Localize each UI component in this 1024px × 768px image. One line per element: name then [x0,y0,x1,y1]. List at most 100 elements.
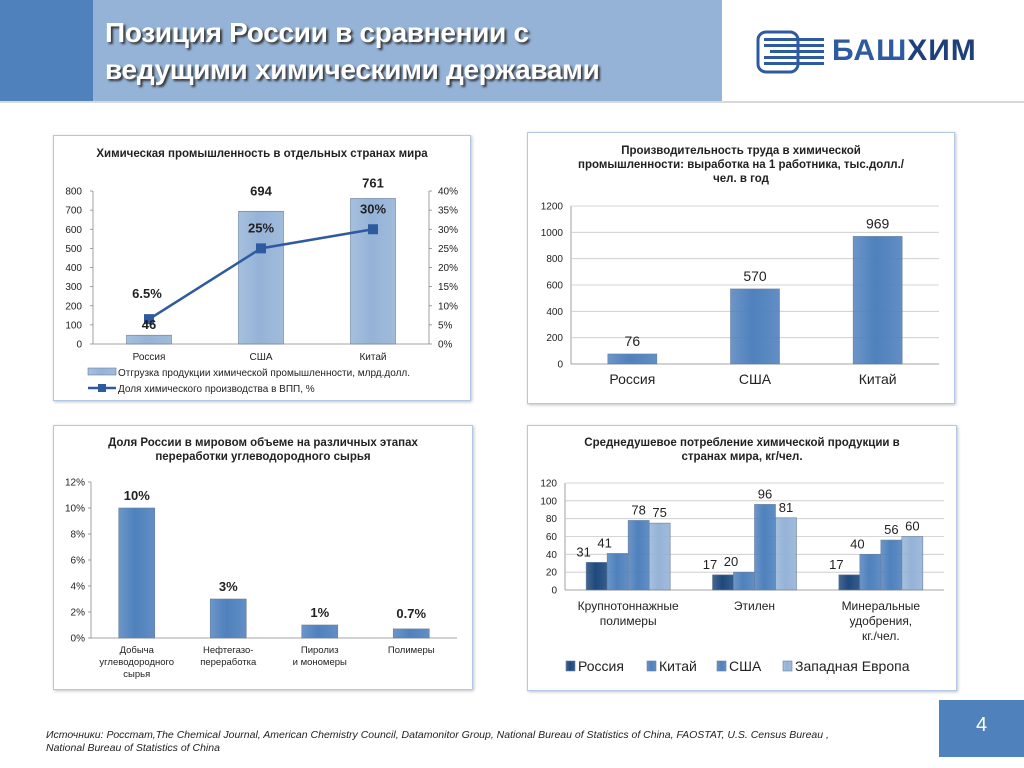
chart1-y2-tick-label: 0% [438,340,453,351]
chart3-panel: Доля России в мировом объеме на различны… [53,425,473,690]
chart1-y-tick-label: 200 [65,301,82,312]
chart1-bar-value-label: 694 [250,183,272,198]
logo-text-part-a: БАШ [832,34,908,67]
chart3-bar [301,624,339,639]
chart1-legend-swatch-marker [98,384,106,392]
chart1-x-tick-label: Россия [133,352,166,363]
chart1-line-marker [368,224,378,235]
chart4-bar-value-label: 60 [905,519,919,534]
chart3-y-tick-label: 2% [71,608,86,619]
chart2-bar [730,288,780,365]
chart4-bar-value-label: 31 [576,544,590,559]
logo-text-part-b: ХИМ [907,34,977,67]
chart1-line-value-label: 25% [248,220,274,235]
chart4-bar-value-label: 17 [829,557,843,572]
chart1-y2-tick-label: 5% [438,320,453,331]
chart4-bar [627,520,650,591]
chart4-bar [880,539,903,591]
chart4-bar-value-label: 20 [724,554,738,569]
chart2-y-tick-label: 400 [546,307,563,318]
chart1-line-value-label: 30% [360,201,386,216]
chart4-legend-swatch [565,660,576,672]
chart4-bar [859,554,882,591]
chart4-bar [712,574,734,591]
slide-title: Позиция России в сравнении с ведущими хи… [105,14,600,88]
chart3-bar [209,598,247,639]
header-divider [0,101,1024,103]
sources-line2: National Bureau of Statistics of China [46,742,220,754]
chart2-panel: Производительность труда в химической пр… [527,132,955,404]
page-number: 4 [939,700,1024,757]
chart2-svg: 0 200 400 600 800 1000 1200 76 Россия 570 США 969 Ки… [541,202,939,387]
header-accent-block [0,0,93,101]
chart2-title: Производительность труда в химической пр… [578,145,904,185]
slide-title-line1: Позиция России в сравнении с [105,17,529,48]
chart4-bar [901,536,924,591]
chart4-y-tick-label: 120 [540,479,557,490]
chart4-y-tick-label: 0 [551,586,557,597]
chart4-x-tick-label: Этилен [734,599,775,613]
chart3-y-tick-label: 6% [71,556,86,567]
chart4-bar-value-label: 96 [758,486,772,501]
chart2-bar [852,236,903,365]
chart3-svg: 0% 2% 4% 6% 8% 10% 12% 10% Добыча углеводородного… [65,478,457,680]
chart4-bar [838,574,861,591]
bashkhim-logo-icon [756,30,824,74]
chart4-bar-value-label: 56 [884,522,898,537]
chart1-y-tick-label: 0 [76,340,82,351]
chart3-x-tick-label: Добыча углеводородного сырья [99,645,174,680]
chart1-y-tick-label: 600 [65,225,82,236]
chart1-y-tick-label: 300 [65,282,82,293]
chart4-y-tick-label: 80 [546,514,558,525]
chart3-x-tick-label: Полимеры [388,645,435,656]
chart1-legend-swatch-bars [87,367,117,376]
chart1-bar [350,198,396,345]
chart4-legend-label: США [729,658,762,674]
chart1-legend-label-bars: Отгрузка продукции химической промышленн… [118,368,410,379]
sources-line1: Источники: Росстат,The Chemical Journal,… [46,729,829,741]
chart4-panel: Среднедушевое потребление химической про… [527,425,957,691]
chart1-y2-tick-label: 20% [438,263,458,274]
chart4-y-tick-label: 60 [546,532,558,543]
chart3-y-tick-label: 4% [71,582,86,593]
chart1-line-marker [144,314,154,325]
chart3-bar [118,507,156,639]
chart1-title: Химическая промышленность в отдельных ст… [96,148,428,160]
chart1-legend-label-line: Доля химического производства в ВПП, % [118,384,315,395]
chart4-bar [733,571,755,591]
chart1-y2-tick-label: 10% [438,301,458,312]
chart3-bar [392,628,430,639]
chart1-x-tick-label: Китай [359,352,386,363]
chart4-bar-value-label: 78 [631,502,645,517]
chart2-bar-value-label: 969 [866,215,890,231]
chart1-y2-tick-label: 15% [438,282,458,293]
chart2-bar [607,353,658,365]
chart2-y-tick-label: 1200 [541,202,564,213]
chart4-x-tick-label: Минеральные удобрения, кг./чел. [842,599,921,643]
chart4-bar [585,562,608,591]
chart2-bar-value-label: 76 [625,333,641,349]
chart3-x-tick-label: Нефтегазо-переработка [200,645,257,668]
chart4-y-tick-label: 100 [540,496,557,507]
chart4-bar-value-label: 81 [779,500,793,515]
chart3-y-tick-label: 12% [65,478,85,489]
chart1-y2-tick-label: 35% [438,206,458,217]
chart4-y-tick-label: 20 [546,568,558,579]
chart4-bar [648,522,671,591]
chart4-legend-label: Россия [578,658,624,674]
sources-footnote: Источники: Росстат,The Chemical Journal,… [46,729,926,755]
chart2-y-tick-label: 800 [546,254,563,265]
chart2-y-tick-label: 200 [546,333,563,344]
slide-title-line2: ведущими химическими державами [105,54,600,85]
chart3-title: Доля России в мировом объеме на различны… [108,437,418,463]
chart2-x-tick-label: США [739,371,772,387]
chart4-bar-value-label: 75 [652,505,666,520]
chart1-y-tick-label: 800 [65,187,82,198]
chart4-bar-value-label: 41 [597,535,611,550]
chart1-line-value-label: 6.5% [132,286,162,301]
chart2-bar-value-label: 570 [743,268,767,284]
chart4-title: Среднедушевое потребление химической про… [584,437,900,463]
chart1-y-tick-label: 100 [65,320,82,331]
chart3-y-tick-label: 8% [71,530,86,541]
chart1-line-marker [256,243,266,254]
